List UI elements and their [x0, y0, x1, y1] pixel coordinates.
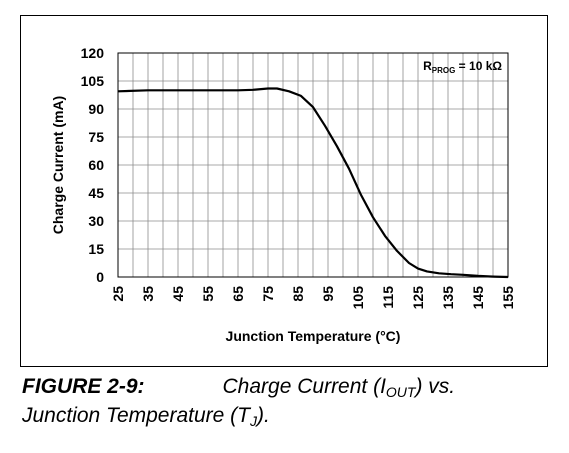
y-tick-label: 120 [81, 45, 105, 61]
annotation-main: R [423, 59, 432, 73]
y-tick-label: 105 [81, 73, 105, 89]
chart: 0 15 30 45 60 75 90 105 120 25 35 45 55 65 75 85 95 105 1… [50, 45, 516, 344]
x-tick-label: 105 [350, 286, 366, 310]
x-tick-label: 35 [140, 286, 156, 302]
x-tick-label: 25 [110, 286, 126, 302]
caption-text-1: Charge Current (I [222, 375, 386, 398]
x-tick-label: 75 [260, 286, 276, 302]
caption-end-1: ) vs. [415, 375, 456, 398]
grid [118, 53, 508, 277]
annotation-sub: PROG [432, 66, 456, 75]
x-tick-label: 145 [470, 286, 486, 310]
x-tick-label: 55 [200, 286, 216, 302]
annotation-rest: = 10 kΩ [455, 59, 502, 73]
caption-sub-2: J [250, 413, 257, 429]
x-tick-label: 115 [380, 286, 396, 309]
x-tick-labels: 25 35 45 55 65 75 85 95 105 115 125 135 145 155 [110, 286, 516, 310]
y-tick-label: 15 [88, 241, 104, 257]
y-tick-labels: 0 15 30 45 60 75 90 105 120 [81, 45, 105, 285]
y-tick-label: 75 [88, 129, 104, 145]
y-tick-label: 90 [88, 101, 104, 117]
x-tick-label: 95 [320, 286, 336, 302]
x-tick-label: 85 [290, 286, 306, 302]
y-axis-label: Charge Current (mA) [50, 96, 66, 234]
x-tick-label: 135 [440, 286, 456, 310]
x-tick-label: 155 [500, 286, 516, 310]
x-axis-label: Junction Temperature (°C) [226, 328, 401, 344]
plot-area [117, 52, 509, 278]
y-tick-label: 60 [88, 157, 104, 173]
x-tick-label: 65 [230, 286, 246, 302]
y-tick-label: 30 [88, 213, 104, 229]
caption-sub-1: OUT [385, 384, 416, 400]
caption-text-2: Junction Temperature (T [22, 404, 250, 427]
y-tick-label: 0 [96, 269, 104, 285]
figure-label: FIGURE 2-9: [22, 375, 145, 398]
x-tick-label: 45 [170, 286, 186, 302]
series-line [117, 87, 509, 279]
x-tick-label: 125 [410, 286, 426, 310]
figure-caption: FIGURE 2-9: Charge Current (IOUT) vs. Jun… [22, 372, 552, 430]
caption-end-2: ). [257, 404, 270, 427]
chart-frame [20, 15, 548, 367]
rprog-annotation: RPROG = 10 kΩ [423, 59, 502, 75]
caption-line-2: Junction Temperature (TJ). [22, 401, 552, 430]
y-tick-label: 45 [88, 185, 104, 201]
caption-line-1: FIGURE 2-9: Charge Current (IOUT) vs. [22, 372, 552, 401]
